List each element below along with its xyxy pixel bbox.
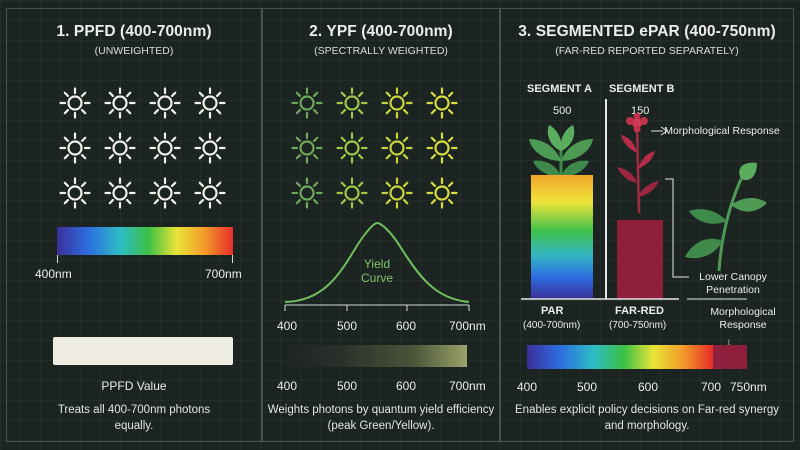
axis-label: 700nm: [449, 379, 486, 393]
segment-b-label: SEGMENT B: [609, 83, 675, 95]
panel-title: 2. YPF (400-700nm): [309, 23, 453, 40]
panel-description: Enables explicit policy decisions on Far…: [515, 404, 779, 432]
sun-icon: [59, 177, 91, 209]
sun-icon: [59, 87, 91, 119]
segment-b-range: (700-750nm): [609, 320, 667, 331]
segment-a-range: (400-700nm): [523, 320, 581, 331]
panel-subtitle: (FAR-RED REPORTED SEPARATELY): [555, 45, 739, 57]
sun-icon: [291, 132, 323, 164]
axis-label: 400: [277, 379, 298, 393]
flower-icon: [617, 113, 659, 213]
panel-subtitle: (SPECTRALLY WEIGHTED): [314, 45, 448, 57]
bar-end-label: 700nm: [205, 267, 242, 281]
annotation-connectors: [521, 126, 747, 300]
bar-tick: [232, 255, 233, 263]
ppfd-value-box: [53, 337, 233, 365]
sun-icon: [336, 177, 368, 209]
sun-icon: [104, 132, 136, 164]
ppfd-value-label: PPFD Value: [101, 379, 167, 393]
sun-icon: [104, 87, 136, 119]
epar-spectrum-bar: [527, 345, 713, 369]
morphological-annotation: Morphological Response: [664, 125, 780, 137]
spectrum-bar: [57, 227, 233, 255]
plant-icon: [685, 162, 767, 271]
par-bar: [531, 175, 593, 299]
panel-segmented-epar: 3. SEGMENTED ePAR (400-750nm) (FAR-RED R…: [500, 8, 794, 442]
sun-icon: [59, 132, 91, 164]
axis-label: 600: [396, 379, 417, 393]
segment-divider: [605, 99, 607, 299]
axis-label: 500: [337, 379, 358, 393]
sun-icon: [194, 177, 226, 209]
sun-icon: [381, 177, 413, 209]
panel-ypf: 2. YPF (400-700nm) (SPECTRALLY WEIGHTED)…: [262, 8, 500, 442]
weighted-gradient-bar: [287, 345, 467, 367]
panel-ppfd: 1. PPFD (400-700nm) (UNWEIGHTED) 400nm 7…: [6, 8, 262, 442]
sun-icon: [149, 132, 181, 164]
bar-tick: [57, 255, 58, 263]
far-red-bar: [617, 220, 663, 299]
axis-label: 500: [337, 319, 358, 333]
axis-label: 400: [277, 319, 298, 333]
panel-title: 1. PPFD (400-700nm): [56, 23, 212, 40]
par-plant-icon: [529, 125, 593, 185]
down-arrow-icon: ↓: [726, 335, 732, 349]
yield-curve-chart: [284, 221, 470, 311]
sun-icon: [381, 132, 413, 164]
sun-icon: [104, 177, 136, 209]
panel-subtitle: (UNWEIGHTED): [94, 45, 174, 57]
sun-icon: [291, 87, 323, 119]
canopy-annotation: Lower Canopy Penetration: [699, 271, 767, 296]
sun-icon: [194, 87, 226, 119]
panel-description: Weights photons by quantum yield efficie…: [267, 404, 495, 432]
sun-icon: [336, 87, 368, 119]
axis-label: 400: [517, 380, 538, 394]
sun-icon: [291, 177, 323, 209]
sun-icon: [194, 132, 226, 164]
bar-start-label: 400nm: [35, 267, 72, 281]
sun-icon: [381, 87, 413, 119]
sun-icon: [426, 177, 458, 209]
panel-description: Treats all 400-700nm photons equally.: [57, 404, 211, 432]
sun-icon: [149, 87, 181, 119]
axis-label: 700: [701, 380, 722, 394]
panel-title: 3. SEGMENTED ePAR (400-750nm): [518, 23, 776, 40]
segment-a-value: 500: [553, 105, 572, 117]
far-red-segment: [713, 345, 747, 369]
axis-label: 500: [577, 380, 598, 394]
sun-icon: [336, 132, 368, 164]
segment-a-label: SEGMENT A: [527, 83, 592, 95]
morphological-bottom-annotation: Morphological Response: [710, 306, 776, 331]
sun-icon: [426, 132, 458, 164]
segment-b-name: FAR-RED: [615, 305, 664, 317]
axis-label: 750nm: [730, 380, 767, 394]
yield-curve: [284, 221, 470, 303]
axis-label: 700nm: [449, 319, 486, 333]
sun-icon: [149, 177, 181, 209]
axis-label: 600: [638, 380, 659, 394]
axis-label: 600: [396, 319, 417, 333]
sun-icon: [426, 87, 458, 119]
yield-curve-label: Yield Curve: [360, 257, 393, 285]
segment-a-name: PAR: [541, 305, 564, 317]
